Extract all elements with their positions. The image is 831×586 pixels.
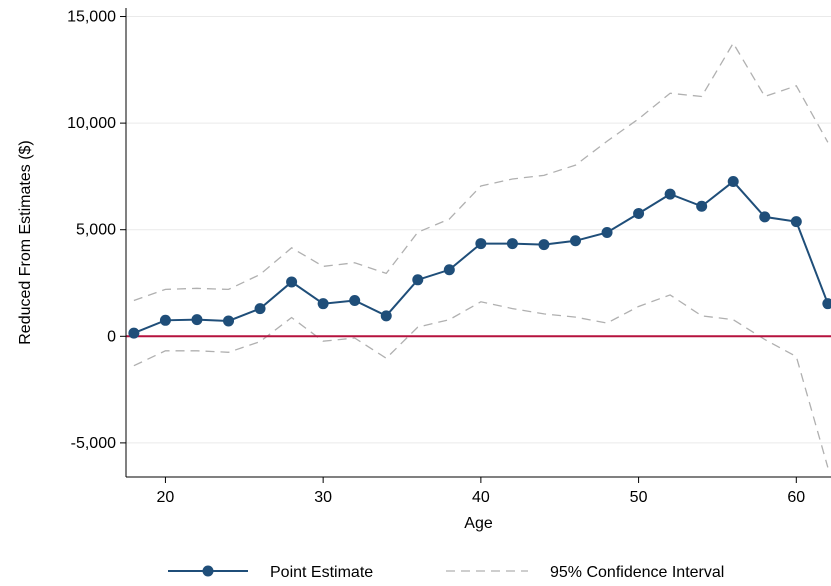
legend: Point Estimate 95% Confidence Interval: [168, 564, 724, 581]
grid-lines: [126, 16, 831, 444]
point-estimate-marker-16: [633, 208, 645, 220]
point-estimate-marker-2: [191, 314, 203, 326]
point-estimate-marker-8: [380, 310, 392, 322]
point-estimate-marker-3: [223, 315, 235, 327]
y-tick-label-2: 5,000: [76, 222, 116, 239]
point-estimate-marker-18: [696, 200, 708, 212]
x-axis-title: Age: [464, 515, 493, 532]
x-axis-ticks: 20 30 40 50 60: [157, 477, 805, 506]
point-estimate-marker-15: [601, 226, 613, 238]
x-tick-label-2: 40: [472, 489, 490, 506]
point-estimate-series: [128, 176, 831, 339]
point-estimate-marker-1: [159, 314, 171, 326]
confidence-interval-lines: [133, 41, 829, 468]
point-estimate-marker-0: [128, 327, 140, 339]
legend-point-estimate-label: Point Estimate: [270, 564, 373, 581]
point-estimate-marker-10: [443, 264, 455, 276]
legend-point-estimate-marker: [202, 565, 214, 577]
point-estimate-marker-7: [349, 294, 361, 306]
point-estimate-marker-6: [317, 298, 329, 310]
point-estimate-marker-13: [538, 239, 550, 251]
x-tick-label-1: 30: [314, 489, 332, 506]
y-tick-label-4: 15,000: [67, 9, 116, 26]
x-tick-label-4: 60: [787, 489, 805, 506]
point-estimate-marker-20: [759, 211, 771, 223]
point-estimate-marker-21: [790, 216, 802, 228]
y-axis-title: Reduced From Estimates ($): [17, 140, 34, 345]
y-axis-ticks: -5,000 0 5,000 10,000 15,000: [67, 9, 126, 452]
y-tick-label-0: -5,000: [71, 435, 116, 452]
point-estimate-marker-5: [286, 276, 298, 288]
axes: [125, 8, 831, 478]
point-estimate-marker-17: [664, 188, 676, 200]
point-estimate-marker-12: [506, 238, 518, 250]
point-estimate-marker-14: [569, 235, 581, 247]
point-estimate-marker-9: [412, 274, 424, 286]
ci-line-lower: [133, 294, 829, 468]
y-tick-label-1: 0: [107, 328, 116, 345]
x-tick-label-3: 50: [630, 489, 648, 506]
x-tick-label-0: 20: [157, 489, 175, 506]
point-estimate-marker-19: [727, 176, 739, 188]
point-estimate-marker-4: [254, 303, 266, 315]
ci-line-upper: [133, 41, 829, 302]
y-tick-label-3: 10,000: [67, 115, 116, 132]
legend-confidence-interval-label: 95% Confidence Interval: [550, 564, 724, 581]
point-estimate-marker-22: [822, 298, 831, 310]
point-estimate-marker-11: [475, 238, 487, 250]
